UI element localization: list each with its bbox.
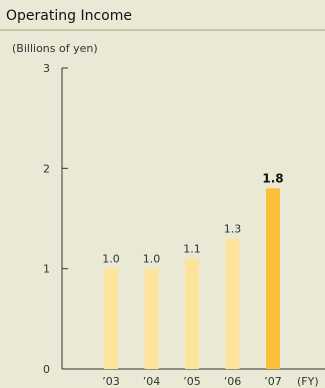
chart-title: Operating Income — [0, 0, 325, 31]
x-tick-label-4: ’07 — [264, 375, 282, 388]
x-tick-label-3: ’06 — [224, 375, 242, 388]
value-label-4: 1.8 — [262, 171, 283, 185]
value-label-2: 1.1 — [183, 243, 201, 256]
bar-4 — [266, 188, 280, 369]
bar-3 — [225, 238, 240, 369]
bars — [104, 188, 280, 369]
y-tick-label: 2 — [43, 162, 50, 175]
x-tick-label-1: ’04 — [143, 375, 161, 388]
value-label-1: 1.0 — [143, 253, 161, 266]
x-axis-label: (FY) — [297, 375, 319, 388]
bar-1 — [144, 268, 159, 369]
bar-0 — [104, 268, 118, 369]
x-tick-label-2: ’05 — [183, 375, 201, 388]
y-tick-label: 0 — [43, 363, 50, 376]
y-tick-label: 1 — [43, 263, 50, 276]
y-axis-label: (Billions of yen) — [12, 42, 98, 55]
bar-2 — [185, 258, 199, 369]
y-tick-labels: 0 1 2 3 — [43, 62, 50, 376]
value-label-3: 1.3 — [224, 223, 242, 236]
value-label-0: 1.0 — [102, 253, 120, 266]
x-tick-label-0: ’03 — [102, 375, 120, 388]
x-tick-labels: ’03 ’04 ’05 ’06 ’07 — [102, 375, 282, 388]
y-tick-label: 3 — [43, 62, 50, 75]
value-labels: 1.0 1.0 1.1 1.3 1.8 — [102, 171, 283, 265]
